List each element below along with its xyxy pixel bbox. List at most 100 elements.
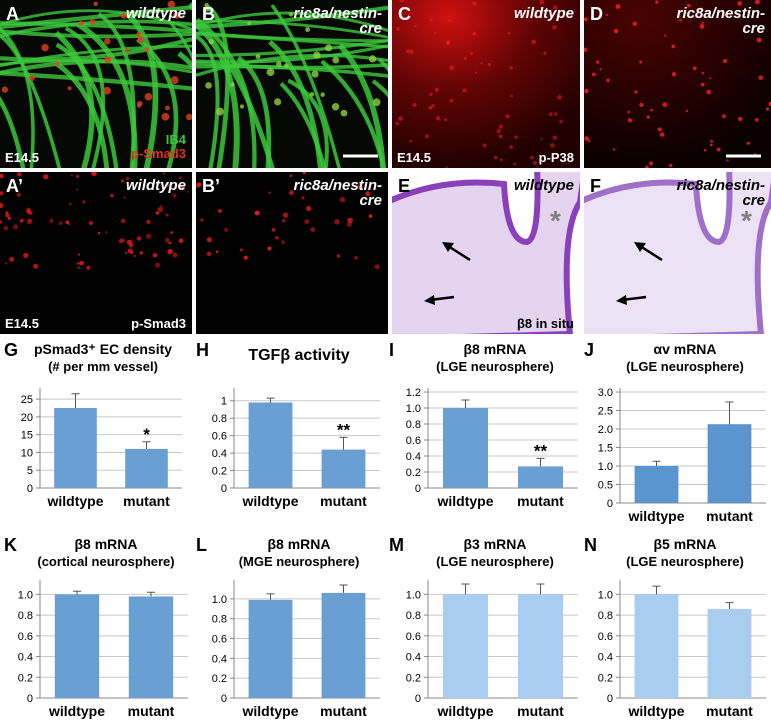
nucleus [93, 1, 98, 7]
stage: E14.5 [5, 316, 39, 331]
cell [125, 251, 128, 255]
cell [699, 23, 705, 29]
nucleus [78, 20, 84, 26]
error-bar [536, 457, 545, 467]
cell [549, 112, 553, 117]
cell [428, 106, 433, 110]
cell [584, 47, 588, 52]
vessel [0, 59, 192, 76]
cell [120, 218, 126, 224]
bg [584, 0, 771, 168]
cell [472, 1, 477, 7]
micrograph [196, 172, 388, 334]
y-tick-label: 15 [21, 430, 33, 442]
cell [540, 138, 543, 141]
bar [707, 424, 752, 503]
x-tick-label: mutant [517, 493, 564, 509]
cell [12, 224, 19, 230]
cell [412, 102, 417, 107]
cell [498, 134, 503, 139]
error-bar [73, 590, 81, 595]
genotype: wildtype [126, 177, 186, 194]
cell [627, 110, 631, 114]
cell [722, 13, 726, 17]
cell [82, 200, 86, 204]
cell [738, 116, 743, 122]
cell [224, 227, 229, 232]
vessel [123, 9, 159, 168]
y-tick-label: 0.8 [212, 614, 227, 626]
chart-subtitle: (# per mm vessel) [48, 359, 158, 374]
cell [513, 162, 517, 166]
x-tick-label: mutant [320, 493, 367, 509]
cell [703, 148, 707, 152]
nucleus [332, 56, 340, 64]
cell [91, 172, 97, 177]
genotype: ric8a/nestin- [294, 177, 382, 194]
nucleus [276, 61, 282, 67]
cell [701, 21, 704, 24]
y-tick-label: 0.6 [406, 435, 421, 447]
nucleus [368, 55, 377, 63]
error-bar [266, 397, 275, 403]
nucleus [137, 35, 145, 43]
cell [158, 190, 162, 194]
vessel [54, 61, 110, 168]
cell [395, 121, 400, 126]
y-tick-label: 0 [27, 693, 33, 705]
nucleus [28, 74, 35, 81]
cell [530, 155, 534, 160]
cell [754, 118, 759, 122]
vessel [196, 31, 388, 43]
cell [639, 102, 644, 108]
cell [77, 266, 81, 270]
bar [125, 448, 168, 488]
micrograph [584, 172, 771, 334]
bg [0, 172, 192, 334]
cell [449, 98, 454, 103]
cell [289, 190, 294, 195]
bar [634, 594, 679, 698]
panel-letter: N [584, 535, 597, 555]
nucleus [124, 48, 129, 53]
cell [154, 262, 161, 268]
nucleus [230, 82, 235, 87]
cell [5, 213, 10, 218]
cell [539, 0, 545, 5]
nucleus [274, 98, 282, 106]
nucleus [104, 38, 111, 45]
panel-letter: E [398, 176, 410, 196]
cell [5, 211, 9, 215]
nucleus [239, 104, 245, 109]
genotype: wildtype [126, 5, 186, 22]
panel-letter: C [398, 4, 411, 24]
x-tick-label: wildtype [46, 493, 103, 509]
y-tick-label: 0 [607, 693, 613, 705]
cell [710, 139, 713, 143]
micrograph [0, 0, 192, 168]
cell [65, 220, 70, 224]
cell [700, 7, 703, 11]
panel-letter: F [590, 176, 601, 196]
bar [128, 596, 174, 698]
nucleus [144, 92, 153, 101]
cell [167, 248, 173, 255]
cell [16, 172, 22, 177]
arrowhead [616, 295, 627, 305]
cell [646, 115, 650, 119]
y-tick-label: 1 [221, 396, 227, 408]
arrowhead [424, 295, 435, 305]
cell [4, 262, 8, 265]
nucleus [320, 92, 325, 97]
nucleus [1, 86, 9, 93]
cell [553, 112, 558, 116]
error-bar [652, 585, 661, 595]
cell [710, 143, 713, 147]
bar [443, 594, 488, 698]
x-tick-label: wildtype [241, 703, 298, 719]
vessel [0, 70, 192, 91]
